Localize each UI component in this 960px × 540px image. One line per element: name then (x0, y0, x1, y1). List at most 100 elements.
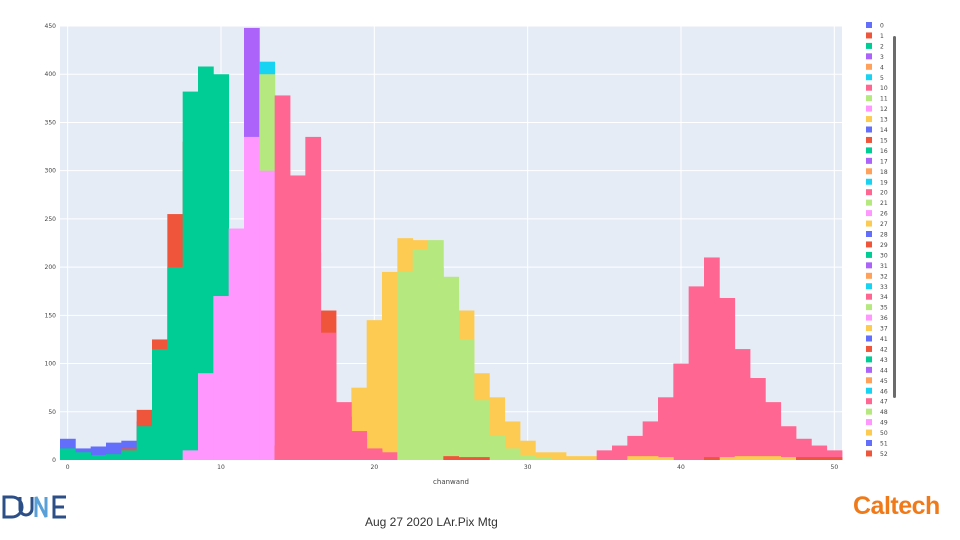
y-tick-label: 400 (45, 71, 57, 78)
histogram-bar (612, 445, 628, 460)
histogram-bar (642, 456, 659, 460)
x-tick-label: 40 (677, 464, 685, 471)
legend-swatch (866, 283, 872, 290)
caltech-logo: Caltech (853, 492, 940, 520)
legend-swatch (866, 398, 872, 405)
histogram-bar (167, 267, 184, 460)
legend-label: 34 (880, 294, 888, 301)
legend-swatch (866, 419, 872, 426)
legend-label: 41 (880, 336, 888, 343)
legend-swatch (866, 178, 872, 185)
histogram-bar (382, 271, 398, 460)
legend-swatch (866, 220, 872, 227)
legend-label: 18 (880, 169, 888, 176)
legend-swatch (866, 429, 872, 436)
legend-label: 19 (880, 179, 888, 186)
legend-label: 30 (880, 252, 888, 259)
x-axis-title: chanwand (433, 478, 469, 486)
histogram-bar (627, 456, 644, 460)
histogram-bar (673, 363, 690, 460)
legend-label: 51 (880, 441, 888, 448)
legend-swatch (866, 440, 872, 446)
histogram-bar (734, 456, 751, 460)
histogram-bar (796, 457, 812, 460)
histogram-bar (826, 450, 843, 460)
legend-scrollbar[interactable] (893, 36, 896, 398)
legend-label: 45 (880, 378, 888, 385)
legend-swatch (866, 189, 872, 196)
legend-label: 42 (880, 346, 888, 353)
legend-label: 44 (880, 367, 888, 374)
histogram-bars (60, 27, 843, 461)
histogram-bar (780, 426, 797, 460)
legend-label: 43 (880, 357, 888, 364)
histogram-bar (305, 136, 322, 460)
histogram-bar (60, 448, 76, 460)
histogram-bar (366, 320, 383, 460)
legend-swatch (866, 251, 872, 258)
histogram-bar (351, 431, 368, 460)
legend-label: 47 (880, 399, 888, 406)
legend-label: 11 (880, 96, 888, 103)
legend-swatch (866, 147, 872, 154)
dune-logo (2, 494, 70, 525)
histogram-bar (520, 455, 536, 460)
legend-label: 1 (880, 33, 884, 40)
histogram-bar (458, 457, 475, 460)
histogram-bar (136, 426, 153, 460)
histogram-bar (642, 421, 659, 460)
legend-label: 17 (880, 158, 888, 165)
histogram-bar (106, 454, 122, 460)
y-tick-label: 450 (45, 23, 57, 30)
legend[interactable]: 0123451011121314151617181920212627282930… (866, 22, 888, 458)
legend-label: 28 (880, 232, 888, 239)
histogram-bar (412, 249, 429, 460)
legend-label: 15 (880, 137, 888, 144)
histogram-chart: 0 10 20 30 40 50 050100150200250300350400450 … (45, 22, 896, 486)
y-tick-label: 50 (48, 409, 56, 416)
histogram-bar (397, 271, 414, 460)
legend-swatch (866, 366, 872, 373)
legend-label: 14 (880, 127, 888, 134)
legend-label: 4 (880, 64, 884, 71)
legend-label: 46 (880, 388, 888, 395)
histogram-bar (182, 450, 199, 460)
histogram-bar (382, 452, 398, 460)
legend-swatch (866, 314, 872, 321)
histogram-bar (719, 457, 736, 460)
histogram-bar (366, 448, 383, 460)
histogram-bar (627, 435, 644, 460)
legend-swatch (866, 231, 872, 237)
legend-swatch (866, 293, 872, 300)
histogram-bar (719, 297, 736, 460)
legend-label: 3 (880, 54, 884, 61)
y-tick-label: 150 (45, 312, 57, 319)
histogram-bar (566, 456, 582, 460)
histogram-bar (182, 91, 199, 461)
legend-swatch (866, 450, 872, 457)
legend-swatch (866, 116, 872, 123)
legend-swatch (866, 126, 872, 133)
legend-swatch (866, 241, 872, 248)
histogram-bar (688, 286, 705, 460)
legend-swatch (866, 335, 872, 342)
histogram-bar (658, 397, 674, 460)
legend-label: 52 (880, 451, 888, 458)
legend-label: 50 (880, 430, 888, 437)
legend-swatch (866, 345, 872, 352)
x-tick-label: 50 (831, 464, 839, 471)
legend-label: 26 (880, 211, 888, 218)
x-tick-label: 0 (66, 464, 70, 471)
histogram-bar (213, 296, 230, 460)
histogram-bar (811, 445, 828, 460)
histogram-bar (826, 457, 843, 460)
legend-swatch (866, 53, 872, 60)
legend-label: 31 (880, 263, 888, 270)
histogram-bar (121, 450, 138, 460)
histogram-bar (458, 339, 475, 460)
histogram-bar (750, 456, 766, 460)
legend-label: 49 (880, 420, 888, 427)
histogram-bar (443, 276, 460, 460)
legend-label: 37 (880, 326, 888, 333)
y-tick-label: 300 (45, 168, 57, 175)
